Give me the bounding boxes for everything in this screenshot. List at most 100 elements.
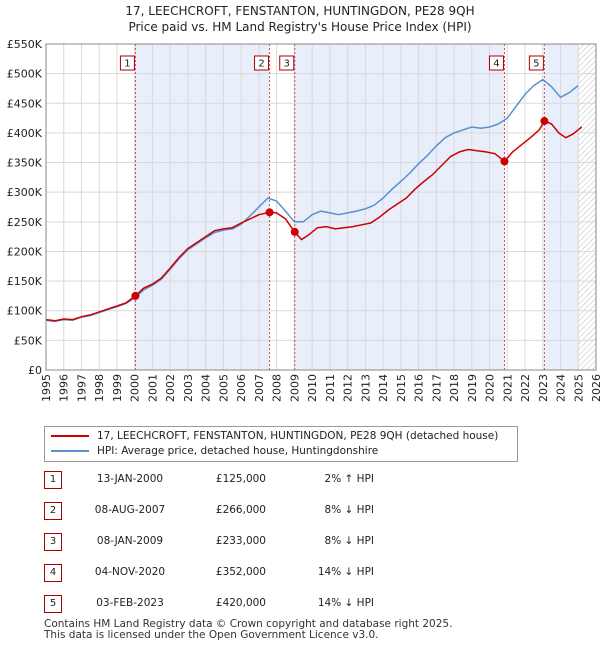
- x-tick-label: 2010: [306, 374, 319, 402]
- sale-price: £233,000: [215, 535, 266, 547]
- y-tick-label: £50K: [14, 334, 43, 347]
- y-tick-label: £0: [28, 364, 42, 377]
- x-tick-label: 2003: [182, 374, 195, 402]
- sale-row: 4 04-NOV-2020 £352,000 14% ↓ HPI: [44, 564, 584, 584]
- footer-copyright: Contains HM Land Registry data © Crown c…: [44, 618, 453, 630]
- sale-label-text: 2: [258, 59, 264, 70]
- sale-date: 03-FEB-2023: [96, 597, 164, 609]
- y-tick-label: £400K: [7, 127, 43, 140]
- y-tick-label: £100K: [7, 305, 43, 318]
- x-tick-label: 2011: [324, 374, 337, 402]
- sale-label-text: 1: [124, 59, 130, 70]
- sale-number-badge: 1: [44, 471, 62, 489]
- sale-point: [540, 117, 549, 126]
- x-tick-label: 2007: [253, 374, 266, 402]
- x-tick-label: 2021: [501, 374, 514, 402]
- chart-title: 17, LEECHCROFT, FENSTANTON, HUNTINGDON, …: [125, 4, 475, 18]
- sale-number-badge: 3: [44, 533, 62, 551]
- chart-subtitle: Price paid vs. HM Land Registry's House …: [128, 20, 472, 34]
- y-tick-label: £300K: [7, 186, 43, 199]
- chart-legend: 17, LEECHCROFT, FENSTANTON, HUNTINGDON, …: [44, 426, 518, 462]
- x-tick-label: 2006: [235, 374, 248, 402]
- x-tick-label: 2000: [129, 374, 142, 402]
- sale-hpi-diff: 2% ↑ HPI: [324, 473, 374, 485]
- y-tick-label: £450K: [7, 97, 43, 110]
- x-tick-label: 2020: [484, 374, 497, 402]
- legend-label-hpi: HPI: Average price, detached house, Hunt…: [97, 445, 379, 457]
- x-tick-label: 2025: [572, 374, 585, 402]
- sale-hpi-diff: 14% ↓ HPI: [317, 597, 374, 609]
- legend-swatch-hpi: [51, 450, 89, 452]
- x-tick-label: 2005: [217, 374, 230, 402]
- y-tick-label: £350K: [7, 157, 43, 170]
- sale-date: 08-AUG-2007: [94, 504, 166, 516]
- sale-label-text: 5: [533, 59, 539, 70]
- sale-price: £352,000: [215, 566, 266, 578]
- legend-swatch-property: [51, 435, 89, 437]
- y-tick-label: £550K: [7, 38, 43, 51]
- x-tick-label: 2002: [164, 374, 177, 402]
- y-tick-label: £500K: [7, 68, 43, 81]
- x-tick-label: 2001: [146, 374, 159, 402]
- y-tick-label: £150K: [7, 275, 43, 288]
- sale-hpi-diff: 8% ↓ HPI: [324, 535, 374, 547]
- x-tick-label: 2004: [200, 374, 213, 402]
- y-tick-label: £200K: [7, 245, 43, 258]
- shaded-ownership-range: [544, 44, 579, 370]
- x-tick-label: 2023: [537, 374, 550, 402]
- legend-item-hpi: HPI: Average price, detached house, Hunt…: [51, 444, 378, 459]
- sale-date: 08-JAN-2009: [96, 535, 164, 547]
- sale-number-badge: 2: [44, 502, 62, 520]
- legend-label-property: 17, LEECHCROFT, FENSTANTON, HUNTINGDON, …: [97, 430, 499, 442]
- x-tick-label: 2026: [590, 374, 600, 402]
- sale-hpi-diff: 14% ↓ HPI: [317, 566, 374, 578]
- plot-frame: [45, 43, 597, 371]
- sale-label-box: [488, 55, 504, 71]
- sale-label-box: [528, 55, 544, 71]
- sale-row: 5 03-FEB-2023 £420,000 14% ↓ HPI: [44, 595, 584, 615]
- sale-date: 13-JAN-2000: [96, 473, 164, 485]
- sale-label-box: [119, 55, 135, 71]
- x-tick-label: 2019: [466, 374, 479, 402]
- footer-licence: This data is licensed under the Open Gov…: [44, 629, 379, 641]
- x-tick-label: 2009: [288, 374, 301, 402]
- legend-item-property: 17, LEECHCROFT, FENSTANTON, HUNTINGDON, …: [51, 429, 498, 444]
- x-tick-label: 2012: [342, 374, 355, 402]
- x-tick-label: 2014: [377, 374, 390, 402]
- forecast-hatch-region: [578, 44, 596, 370]
- x-tick-label: 2022: [519, 374, 532, 402]
- sale-row: 1 13-JAN-2000 £125,000 2% ↑ HPI: [44, 471, 584, 491]
- sale-point: [131, 291, 140, 300]
- sale-label-box: [254, 55, 270, 71]
- sale-number-badge: 5: [44, 595, 62, 613]
- sale-label-text: 4: [493, 59, 499, 70]
- price-chart: 1 2 3 4 5 £0 £50K £100K £150K £200K £250K £300K £35…: [7, 38, 600, 402]
- shaded-ownership-range: [294, 44, 505, 370]
- sale-point: [265, 208, 274, 217]
- x-tick-label: 2016: [413, 374, 426, 402]
- x-tick-label: 1995: [40, 374, 53, 402]
- sale-price: £266,000: [215, 504, 266, 516]
- x-tick-label: 2017: [430, 374, 443, 402]
- sale-price: £125,000: [215, 473, 266, 485]
- x-tick-label: 2018: [448, 374, 461, 402]
- sale-hpi-diff: 8% ↓ HPI: [324, 504, 374, 516]
- sale-date: 04-NOV-2020: [94, 566, 166, 578]
- x-tick-label: 2008: [271, 374, 284, 402]
- x-tick-label: 2013: [359, 374, 372, 402]
- footer: Contains HM Land Registry data © Crown c…: [44, 619, 584, 641]
- sale-row: 2 08-AUG-2007 £266,000 8% ↓ HPI: [44, 502, 584, 522]
- sale-label-text: 3: [284, 59, 290, 70]
- sale-point: [290, 227, 299, 236]
- y-tick-label: £250K: [7, 216, 43, 229]
- x-tick-label: 1999: [111, 374, 124, 402]
- sale-label-box: [279, 55, 295, 71]
- sale-number-badge: 4: [44, 564, 62, 582]
- sale-point: [500, 157, 509, 166]
- sale-row: 3 08-JAN-2009 £233,000 8% ↓ HPI: [44, 533, 584, 553]
- x-tick-label: 1996: [58, 374, 71, 402]
- shaded-ownership-range: [135, 44, 270, 370]
- x-tick-label: 1998: [93, 374, 106, 402]
- x-tick-label: 2024: [555, 374, 568, 402]
- sale-price: £420,000: [215, 597, 266, 609]
